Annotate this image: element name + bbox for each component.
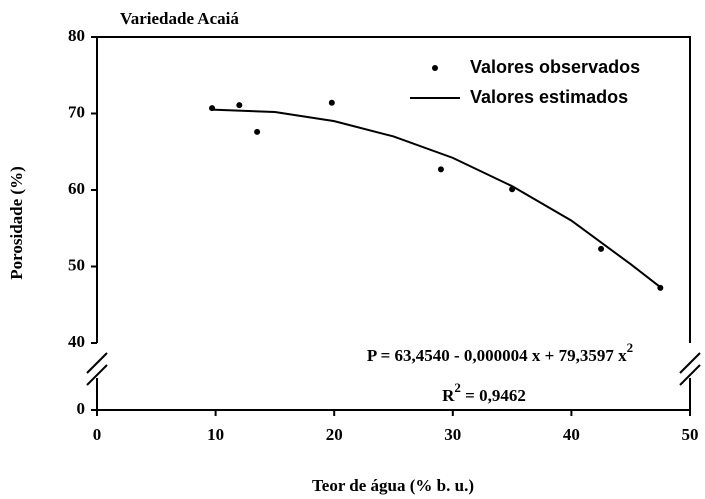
y-tick-label: 80 <box>68 26 85 45</box>
legend-label: Valores observados <box>470 57 640 77</box>
r-squared: R2 = 0,9462 <box>442 380 526 405</box>
fit-line <box>212 108 661 288</box>
x-tick-label: 20 <box>326 425 343 444</box>
y-tick-label: 0 <box>77 399 86 418</box>
data-point <box>236 102 243 109</box>
legend-label: Valores estimados <box>470 87 628 107</box>
data-point <box>598 245 605 252</box>
data-point <box>437 166 444 173</box>
y-tick-label: 70 <box>68 102 85 121</box>
y-tick-label: 60 <box>68 179 85 198</box>
y-tick-label: 40 <box>68 332 85 351</box>
x-tick-label: 0 <box>93 425 102 444</box>
x-tick-label: 30 <box>444 425 461 444</box>
x-axis-label: Teor de água (% b. u.) <box>312 476 474 495</box>
x-tick-label: 40 <box>563 425 580 444</box>
axis-break <box>86 352 108 374</box>
axis-break <box>679 352 701 374</box>
chart-title: Variedade Acaiá <box>120 9 239 28</box>
data-point <box>254 128 261 135</box>
plot-frame-bottom <box>96 378 691 411</box>
plot-frame <box>96 36 691 343</box>
x-tick-label: 50 <box>682 425 699 444</box>
axis-break <box>86 364 108 386</box>
equation: P = 63,4540 - 0,000004 x + 79,3597 x2 <box>367 340 633 365</box>
legend-marker <box>432 65 438 71</box>
y-axis-label: Porosidade (%) <box>7 166 26 280</box>
axis-break <box>679 364 701 386</box>
x-tick-label: 10 <box>207 425 224 444</box>
y-tick-label: 50 <box>68 255 85 274</box>
data-point <box>328 99 335 106</box>
